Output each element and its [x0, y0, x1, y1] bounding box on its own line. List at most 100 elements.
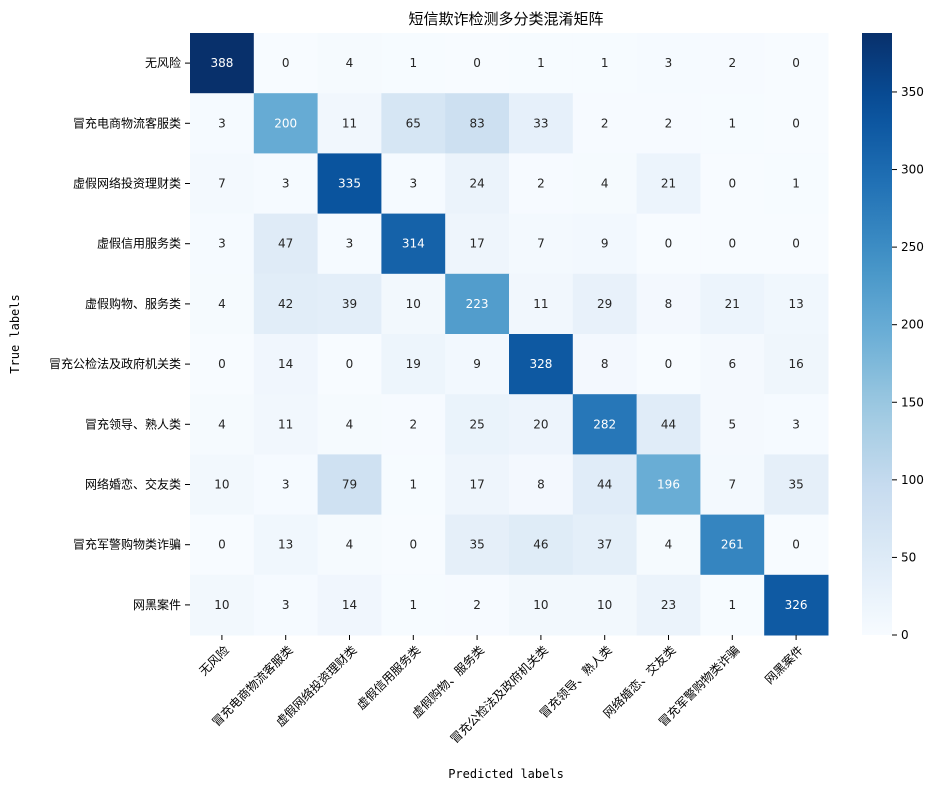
- cell-value-label: 4: [346, 56, 354, 70]
- cell-value-label: 79: [342, 478, 357, 492]
- cell-value-label: 39: [342, 297, 357, 311]
- heatmap-cell: [572, 574, 638, 636]
- cell-value-label: 33: [533, 116, 548, 130]
- heatmap-cell: [764, 93, 829, 154]
- cell-value-label: 3: [282, 177, 290, 191]
- heatmap-cell: [764, 454, 829, 516]
- heatmap-cell: [381, 93, 446, 154]
- cell-value-label: 9: [473, 357, 481, 371]
- chart-title: 短信欺诈检测多分类混淆矩阵: [408, 10, 603, 28]
- cell-value-label: 3: [409, 177, 417, 191]
- x-axis-ticks: 无风险冒充电商物流客服类虚假网络投资理财类虚假信用服务类虚假购物、服务类冒充公检…: [196, 635, 806, 746]
- x-axis-label: Predicted labels: [448, 767, 564, 781]
- heatmap-cell: [381, 273, 446, 335]
- y-tick-label: 冒充领导、熟人类: [85, 416, 181, 431]
- heatmap-cell: [317, 33, 382, 94]
- cell-value-label: 14: [342, 598, 357, 612]
- cell-value-label: 46: [533, 538, 548, 552]
- cell-value-label: 3: [665, 56, 673, 70]
- cell-value-label: 10: [214, 598, 229, 612]
- cell-value-label: 19: [406, 357, 421, 371]
- heatmap-cell: [190, 454, 255, 516]
- cell-value-label: 0: [409, 538, 417, 552]
- cell-value-label: 14: [278, 357, 293, 371]
- cell-value-label: 0: [665, 237, 673, 251]
- heatmap-cell: [572, 213, 638, 275]
- cell-value-label: 17: [469, 478, 484, 492]
- y-tick-label: 虚假购物、服务类: [85, 296, 181, 311]
- heatmap-cell: [636, 93, 701, 154]
- cell-value-label: 4: [346, 417, 354, 431]
- heatmap-cell: [509, 334, 574, 395]
- cell-value-label: 47: [278, 237, 293, 251]
- colorbar-tick-label: 350: [901, 85, 924, 99]
- cell-value-label: 196: [657, 478, 680, 492]
- heatmap-cell: [764, 273, 829, 335]
- heatmap-cell: [700, 574, 765, 636]
- heatmap-cell: [509, 33, 574, 94]
- colorbar-tick-label: 250: [901, 240, 924, 254]
- heatmap-cell: [445, 514, 510, 576]
- y-tick-label: 虚假网络投资理财类: [73, 176, 181, 191]
- heatmap-cell: [381, 394, 446, 455]
- heatmap-cell: [190, 334, 255, 395]
- cell-value-label: 282: [593, 417, 616, 431]
- heatmap-cell: [509, 213, 574, 275]
- cell-value-label: 9: [601, 237, 609, 251]
- heatmap-cell: [190, 273, 255, 335]
- heatmap-cell: [445, 33, 510, 94]
- heatmap-cell: [764, 33, 829, 94]
- heatmap-cell: [253, 93, 319, 154]
- cell-value-label: 0: [282, 56, 290, 70]
- cell-value-label: 0: [728, 237, 736, 251]
- cell-value-label: 8: [601, 357, 609, 371]
- heatmap-cell: [253, 213, 319, 275]
- colorbar-tick-label: 50: [901, 550, 916, 564]
- heatmap-cell: [636, 153, 701, 215]
- cell-value-label: 21: [725, 297, 740, 311]
- heatmap-cell: [253, 334, 319, 395]
- cell-value-label: 7: [728, 478, 736, 492]
- x-tick-label: 虚假信用服务类: [353, 642, 423, 712]
- heatmap-cell: [700, 514, 765, 576]
- heatmap-cell: [445, 454, 510, 516]
- heatmap-cell: [190, 213, 255, 275]
- heatmap-cells: [190, 33, 829, 636]
- x-tick-label: 无风险: [196, 642, 232, 678]
- heatmap-cell: [253, 153, 319, 215]
- heatmap-cell: [317, 334, 382, 395]
- heatmap-cell: [572, 93, 638, 154]
- colorbar-tick-label: 300: [901, 163, 924, 177]
- colorbar-tick-label: 0: [901, 628, 909, 642]
- cell-value-label: 35: [788, 478, 803, 492]
- heatmap-cell: [636, 454, 701, 516]
- cell-value-label: 1: [601, 56, 609, 70]
- cell-value-label: 3: [282, 598, 290, 612]
- heatmap-cell: [445, 334, 510, 395]
- heatmap-cell: [572, 454, 638, 516]
- cell-value-label: 20: [533, 417, 548, 431]
- heatmap-cell: [253, 514, 319, 576]
- cell-value-label: 0: [792, 237, 800, 251]
- cell-value-label: 4: [346, 538, 354, 552]
- heatmap-cell: [381, 514, 446, 576]
- heatmap-cell: [700, 93, 765, 154]
- cell-value-label: 65: [406, 116, 421, 130]
- heatmap-cell: [700, 334, 765, 395]
- cell-value-label: 0: [792, 116, 800, 130]
- cell-value-label: 1: [728, 598, 736, 612]
- heatmap-cell: [636, 514, 701, 576]
- cell-value-label: 4: [665, 538, 673, 552]
- heatmap-cell: [190, 33, 255, 94]
- cell-value-label: 1: [409, 478, 417, 492]
- heatmap-cell: [190, 514, 255, 576]
- heatmap-cell: [317, 153, 382, 215]
- y-tick-label: 冒充军警购物类诈骗: [73, 537, 181, 552]
- cell-value-label: 2: [473, 598, 481, 612]
- cell-value-label: 261: [721, 538, 744, 552]
- heatmap-cell: [381, 334, 446, 395]
- y-tick-label: 网黑案件: [133, 597, 181, 612]
- heatmap-cell: [700, 394, 765, 455]
- cell-value-label: 314: [402, 237, 425, 251]
- heatmap-cell: [445, 213, 510, 275]
